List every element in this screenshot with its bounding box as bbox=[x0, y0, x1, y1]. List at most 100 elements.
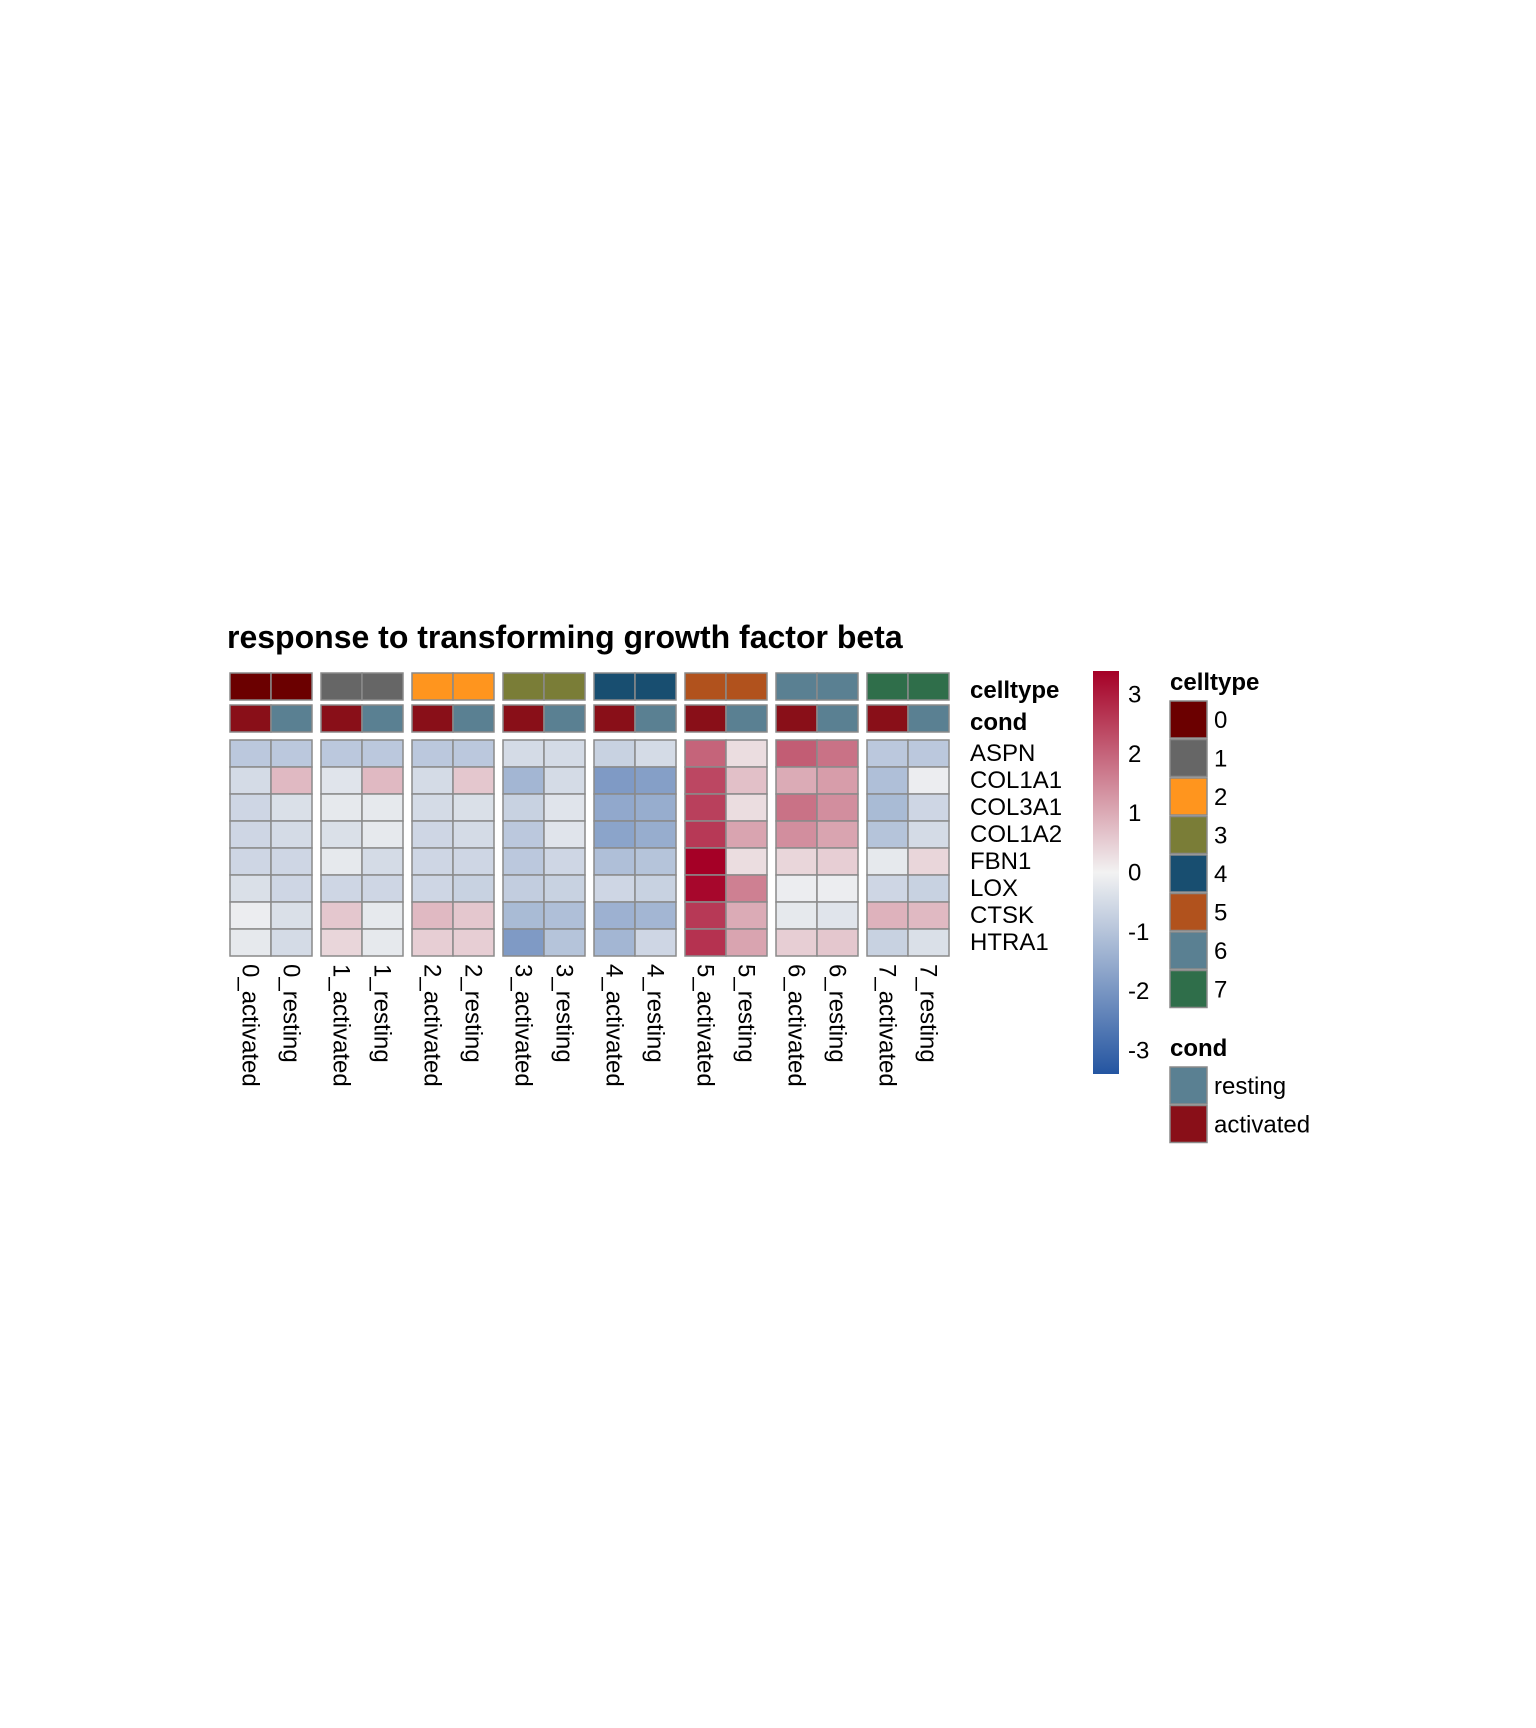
heatmap-cell bbox=[725, 739, 768, 768]
heatmap-cell bbox=[270, 874, 313, 903]
heatmap-body bbox=[229, 739, 950, 957]
heatmap-cell bbox=[229, 793, 272, 822]
heatmap-cell bbox=[816, 928, 859, 957]
color-scale-tick-label: 2 bbox=[1128, 741, 1141, 768]
celltype-annotation-cell bbox=[593, 672, 636, 701]
heatmap-cell bbox=[866, 847, 909, 876]
heatmap-cell bbox=[411, 847, 454, 876]
heatmap-cell bbox=[543, 928, 586, 957]
heatmap-cell bbox=[684, 739, 727, 768]
row-label: CTSK bbox=[970, 902, 1034, 929]
color-scale-bar bbox=[1093, 671, 1119, 1074]
heatmap-cell bbox=[361, 766, 404, 795]
heatmap-cell bbox=[270, 739, 313, 768]
cond-legend-item-label: activated bbox=[1214, 1112, 1310, 1139]
heatmap-cell bbox=[361, 820, 404, 849]
celltype-legend-item-label: 7 bbox=[1214, 977, 1227, 1004]
row-label: COL1A2 bbox=[970, 821, 1062, 848]
heatmap-cell bbox=[361, 928, 404, 957]
row-label: COL1A1 bbox=[970, 767, 1062, 794]
heatmap-cell bbox=[725, 928, 768, 957]
celltype-annotation-cell bbox=[452, 672, 495, 701]
celltype-annotation-cell bbox=[270, 672, 313, 701]
column-label: 4_resting bbox=[642, 964, 669, 1063]
heatmap-cell bbox=[229, 901, 272, 930]
heatmap-cell bbox=[725, 793, 768, 822]
heatmap-cell bbox=[634, 901, 677, 930]
heatmap-cell bbox=[684, 766, 727, 795]
column-label: 7_activated bbox=[874, 964, 901, 1087]
cond-track-label: cond bbox=[970, 709, 1027, 736]
heatmap-cell bbox=[907, 739, 950, 768]
heatmap-cell bbox=[229, 820, 272, 849]
heatmap-cell bbox=[725, 820, 768, 849]
celltype-legend: celltype 0 1 2 3 4 5 6 7 bbox=[1169, 669, 1259, 1009]
cond-annotation-cell bbox=[411, 704, 454, 733]
heatmap-cell bbox=[320, 847, 363, 876]
heatmap-cell bbox=[320, 901, 363, 930]
cond-annotation-cell bbox=[270, 704, 313, 733]
heatmap-cell bbox=[320, 874, 363, 903]
cond-legend-item-label: resting bbox=[1214, 1073, 1286, 1100]
chart-title: response to transforming growth factor b… bbox=[227, 619, 903, 655]
heatmap-cell bbox=[502, 901, 545, 930]
heatmap-cell bbox=[725, 847, 768, 876]
heatmap-cell bbox=[775, 820, 818, 849]
heatmap-cell bbox=[452, 847, 495, 876]
column-label: 2_resting bbox=[460, 964, 487, 1063]
cond-annotation-cell bbox=[816, 704, 859, 733]
color-scale-tick-label: -2 bbox=[1128, 978, 1149, 1005]
heatmap-cell bbox=[543, 874, 586, 903]
heatmap-cell bbox=[866, 901, 909, 930]
heatmap-cell bbox=[866, 928, 909, 957]
celltype-legend-item-swatch bbox=[1169, 969, 1208, 1009]
heatmap-cell bbox=[270, 928, 313, 957]
color-scale-tick-label: 1 bbox=[1128, 800, 1141, 827]
heatmap-cell bbox=[775, 874, 818, 903]
heatmap-cell bbox=[816, 901, 859, 930]
heatmap-cell bbox=[775, 901, 818, 930]
cond-annotation-cell bbox=[907, 704, 950, 733]
heatmap-cell bbox=[775, 766, 818, 795]
heatmap-cell bbox=[593, 766, 636, 795]
heatmap-cell bbox=[866, 793, 909, 822]
heatmap-cell bbox=[361, 874, 404, 903]
heatmap-cell bbox=[684, 901, 727, 930]
heatmap-cell bbox=[593, 847, 636, 876]
heatmap-cell bbox=[684, 820, 727, 849]
heatmap-cell bbox=[684, 874, 727, 903]
heatmap-cell bbox=[543, 847, 586, 876]
heatmap-cell bbox=[452, 793, 495, 822]
heatmap-cell bbox=[502, 793, 545, 822]
column-label: 4_activated bbox=[601, 964, 628, 1087]
column-label: 6_resting bbox=[824, 964, 851, 1063]
heatmap-cell bbox=[907, 766, 950, 795]
heatmap-cell bbox=[775, 928, 818, 957]
heatmap-cell bbox=[543, 766, 586, 795]
celltype-annotation-cell bbox=[502, 672, 545, 701]
heatmap-cell bbox=[411, 766, 454, 795]
cond-annotation-cell bbox=[452, 704, 495, 733]
color-scale-tick-label: -1 bbox=[1128, 919, 1149, 946]
heatmap-cell bbox=[502, 739, 545, 768]
cond-annotation-cell bbox=[320, 704, 363, 733]
heatmap-cell bbox=[270, 820, 313, 849]
cond-legend-item-swatch bbox=[1169, 1104, 1208, 1144]
column-label: 1_resting bbox=[369, 964, 396, 1063]
heatmap-cell bbox=[775, 793, 818, 822]
heatmap-cell bbox=[725, 766, 768, 795]
column-label: 6_activated bbox=[783, 964, 810, 1087]
heatmap-cell bbox=[634, 793, 677, 822]
heatmap-cell bbox=[543, 739, 586, 768]
cond-annotation-cell bbox=[593, 704, 636, 733]
heatmap-cell bbox=[229, 847, 272, 876]
heatmap-cell bbox=[593, 820, 636, 849]
cond-annotation-track bbox=[229, 704, 950, 733]
heatmap-cell bbox=[684, 793, 727, 822]
cond-annotation-cell bbox=[229, 704, 272, 733]
heatmap-cell bbox=[775, 739, 818, 768]
heatmap-cell bbox=[634, 820, 677, 849]
heatmap-cell bbox=[866, 874, 909, 903]
row-label: HTRA1 bbox=[970, 929, 1049, 956]
